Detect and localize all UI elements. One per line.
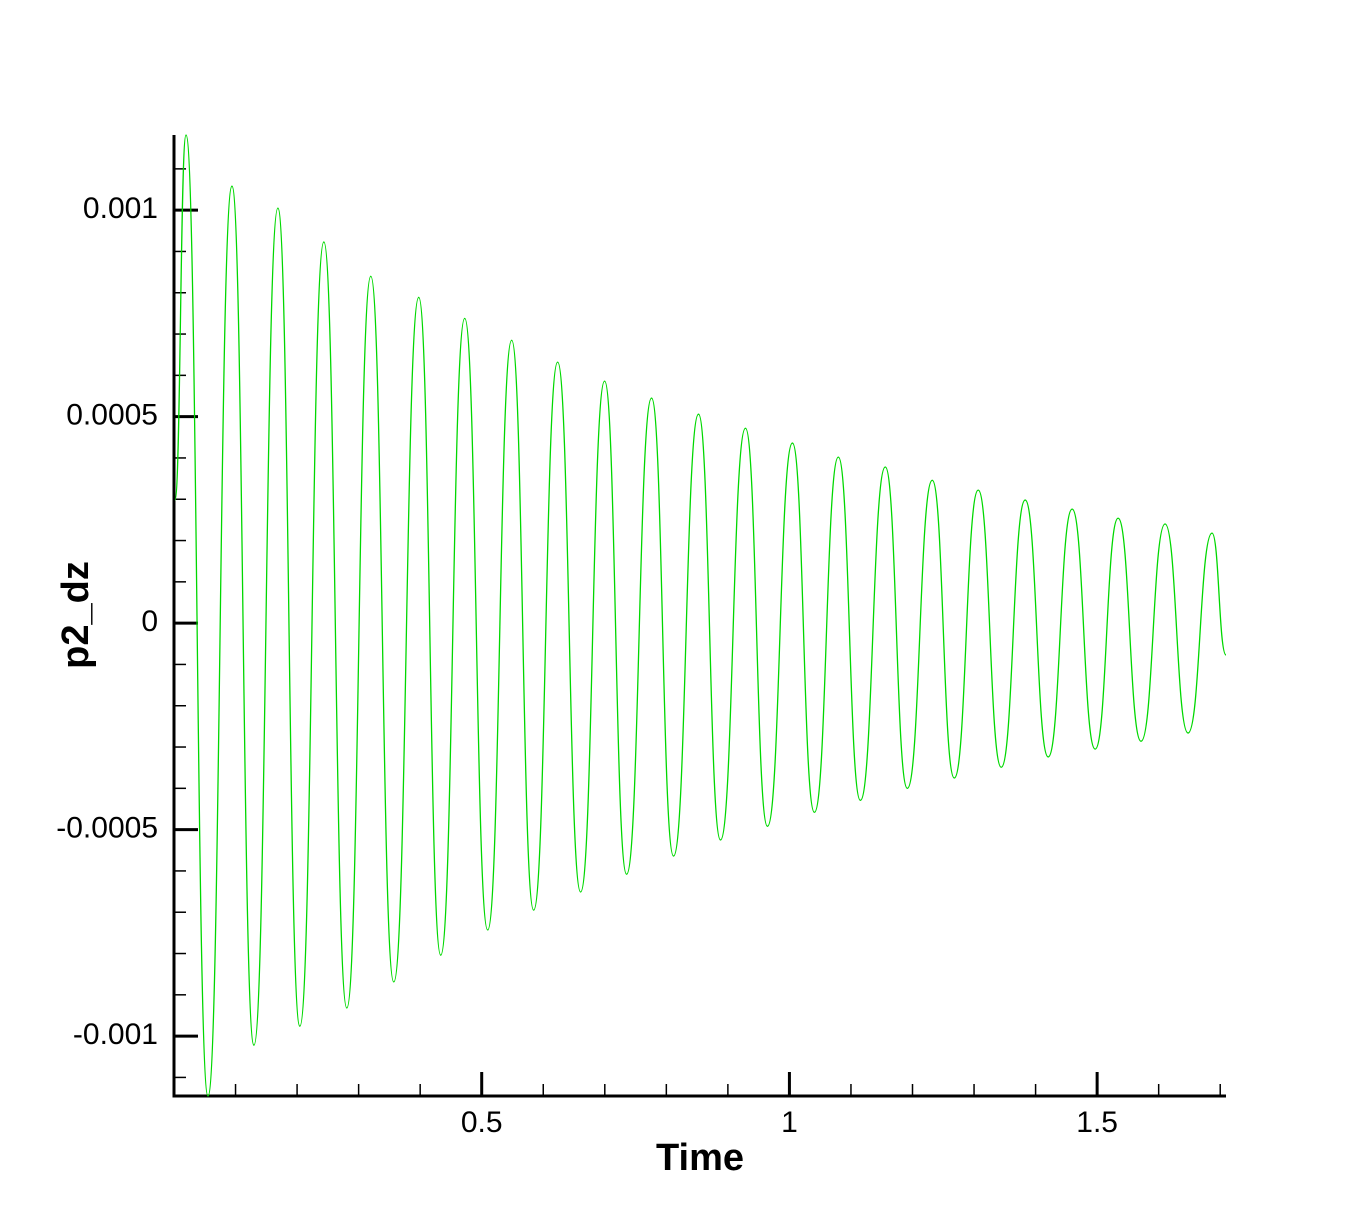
x-tick-label: 1.5 (1076, 1106, 1118, 1139)
y-tick-label: 0 (141, 605, 158, 638)
y-tick-label: 0.0005 (66, 399, 158, 432)
x-tick-label: 0.5 (461, 1106, 503, 1139)
y-tick-label: 0.001 (83, 192, 158, 225)
y-axis-title: p2_dz (55, 561, 97, 669)
x-tick-label: 1 (781, 1106, 798, 1139)
data-line (174, 134, 1227, 1097)
x-axis-title: Time (656, 1137, 744, 1179)
y-tick-label: -0.0005 (56, 812, 158, 845)
y-tick-label: -0.001 (73, 1018, 158, 1051)
